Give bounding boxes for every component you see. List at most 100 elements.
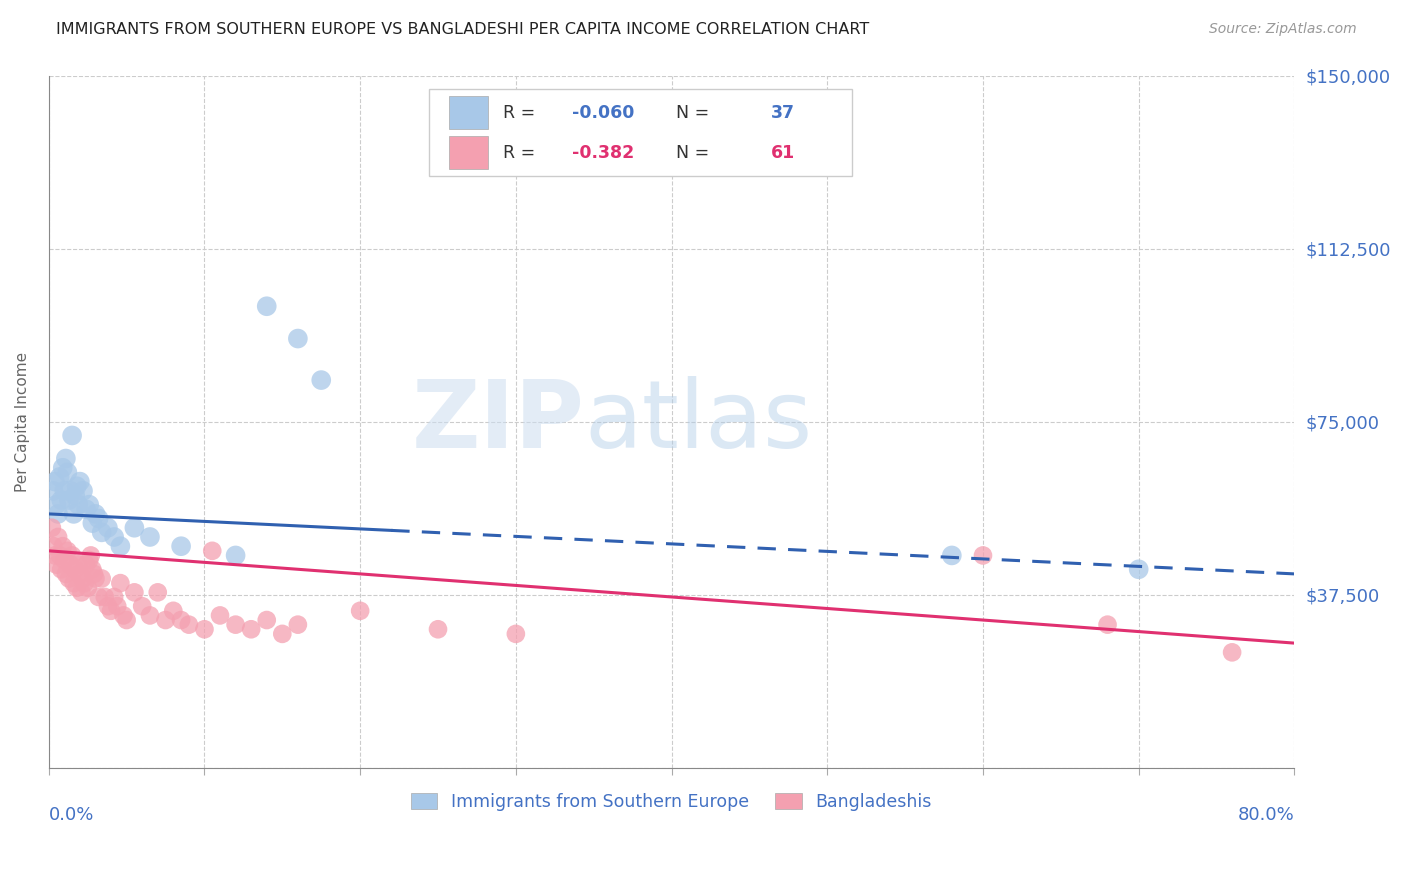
Point: [139, 530, 162, 544]
Point: [62, 507, 84, 521]
Point: [63, 488, 86, 502]
Text: 37: 37: [772, 103, 796, 121]
Point: [110, 539, 132, 553]
Point: [44, 549, 66, 563]
Point: [51, 562, 73, 576]
Text: 80.0%: 80.0%: [1237, 805, 1295, 824]
Point: [225, 549, 247, 563]
Point: [80, 549, 103, 563]
Point: [97, 599, 120, 614]
Point: [271, 627, 294, 641]
Point: [124, 521, 146, 535]
Point: [427, 622, 450, 636]
FancyBboxPatch shape: [429, 89, 852, 176]
Text: -0.060: -0.060: [572, 103, 634, 121]
Text: IMMIGRANTS FROM SOUTHERN EUROPE VS BANGLADESHI PER CAPITA INCOME CORRELATION CHA: IMMIGRANTS FROM SOUTHERN EUROPE VS BANGL…: [56, 22, 869, 37]
Point: [349, 604, 371, 618]
Point: [1097, 617, 1119, 632]
Point: [45, 558, 67, 572]
Point: [45, 498, 67, 512]
Point: [100, 604, 122, 618]
Point: [256, 613, 278, 627]
Point: [82, 516, 104, 530]
Point: [77, 498, 100, 512]
Point: [193, 622, 215, 636]
Point: [177, 617, 200, 632]
Point: [48, 470, 70, 484]
Point: [41, 521, 63, 535]
Text: Source: ZipAtlas.com: Source: ZipAtlas.com: [1209, 22, 1357, 37]
Point: [56, 544, 79, 558]
Point: [59, 483, 82, 498]
Point: [505, 627, 527, 641]
Text: atlas: atlas: [585, 376, 813, 467]
Bar: [449, 96, 488, 129]
Point: [60, 428, 83, 442]
Point: [87, 511, 110, 525]
Text: ZIP: ZIP: [412, 376, 585, 467]
Point: [53, 483, 76, 498]
Point: [60, 549, 83, 563]
Point: [84, 572, 107, 586]
Text: R =: R =: [503, 144, 541, 161]
Point: [110, 576, 132, 591]
Point: [42, 539, 65, 553]
Point: [66, 479, 89, 493]
Point: [59, 558, 82, 572]
Point: [58, 572, 80, 586]
Point: [56, 466, 79, 480]
Point: [63, 562, 86, 576]
Point: [240, 622, 263, 636]
Point: [52, 539, 75, 553]
Point: [52, 460, 75, 475]
Point: [115, 613, 138, 627]
Point: [77, 553, 100, 567]
Text: 0.0%: 0.0%: [49, 805, 94, 824]
Point: [51, 493, 73, 508]
Text: R =: R =: [503, 103, 541, 121]
Point: [162, 604, 184, 618]
Text: N =: N =: [665, 103, 716, 121]
Point: [287, 617, 309, 632]
Point: [76, 581, 98, 595]
Point: [53, 553, 76, 567]
Point: [972, 549, 994, 563]
Point: [55, 566, 77, 581]
Point: [124, 585, 146, 599]
Point: [103, 590, 125, 604]
Point: [69, 475, 91, 489]
Point: [55, 451, 77, 466]
Point: [112, 608, 135, 623]
Point: [87, 590, 110, 604]
Point: [70, 585, 93, 599]
Point: [170, 613, 193, 627]
Text: 61: 61: [772, 144, 796, 161]
Point: [225, 617, 247, 632]
Point: [170, 539, 193, 553]
Point: [75, 558, 97, 572]
Point: [66, 581, 89, 595]
Point: [82, 562, 104, 576]
Point: [72, 483, 94, 498]
Point: [941, 549, 963, 563]
Point: [44, 475, 66, 489]
Point: [90, 572, 112, 586]
Point: [1220, 645, 1243, 659]
Point: [58, 493, 80, 508]
Point: [48, 549, 70, 563]
Point: [90, 525, 112, 540]
Point: [155, 613, 177, 627]
Point: [139, 608, 162, 623]
Point: [1128, 562, 1150, 576]
Bar: [449, 136, 488, 169]
Point: [131, 599, 153, 614]
Point: [256, 299, 278, 313]
Legend: Immigrants from Southern Europe, Bangladeshis: Immigrants from Southern Europe, Banglad…: [405, 786, 939, 818]
Point: [73, 576, 96, 591]
Point: [208, 608, 231, 623]
Point: [46, 507, 69, 521]
Point: [105, 599, 128, 614]
Point: [72, 572, 94, 586]
Point: [84, 507, 107, 521]
Point: [201, 544, 224, 558]
